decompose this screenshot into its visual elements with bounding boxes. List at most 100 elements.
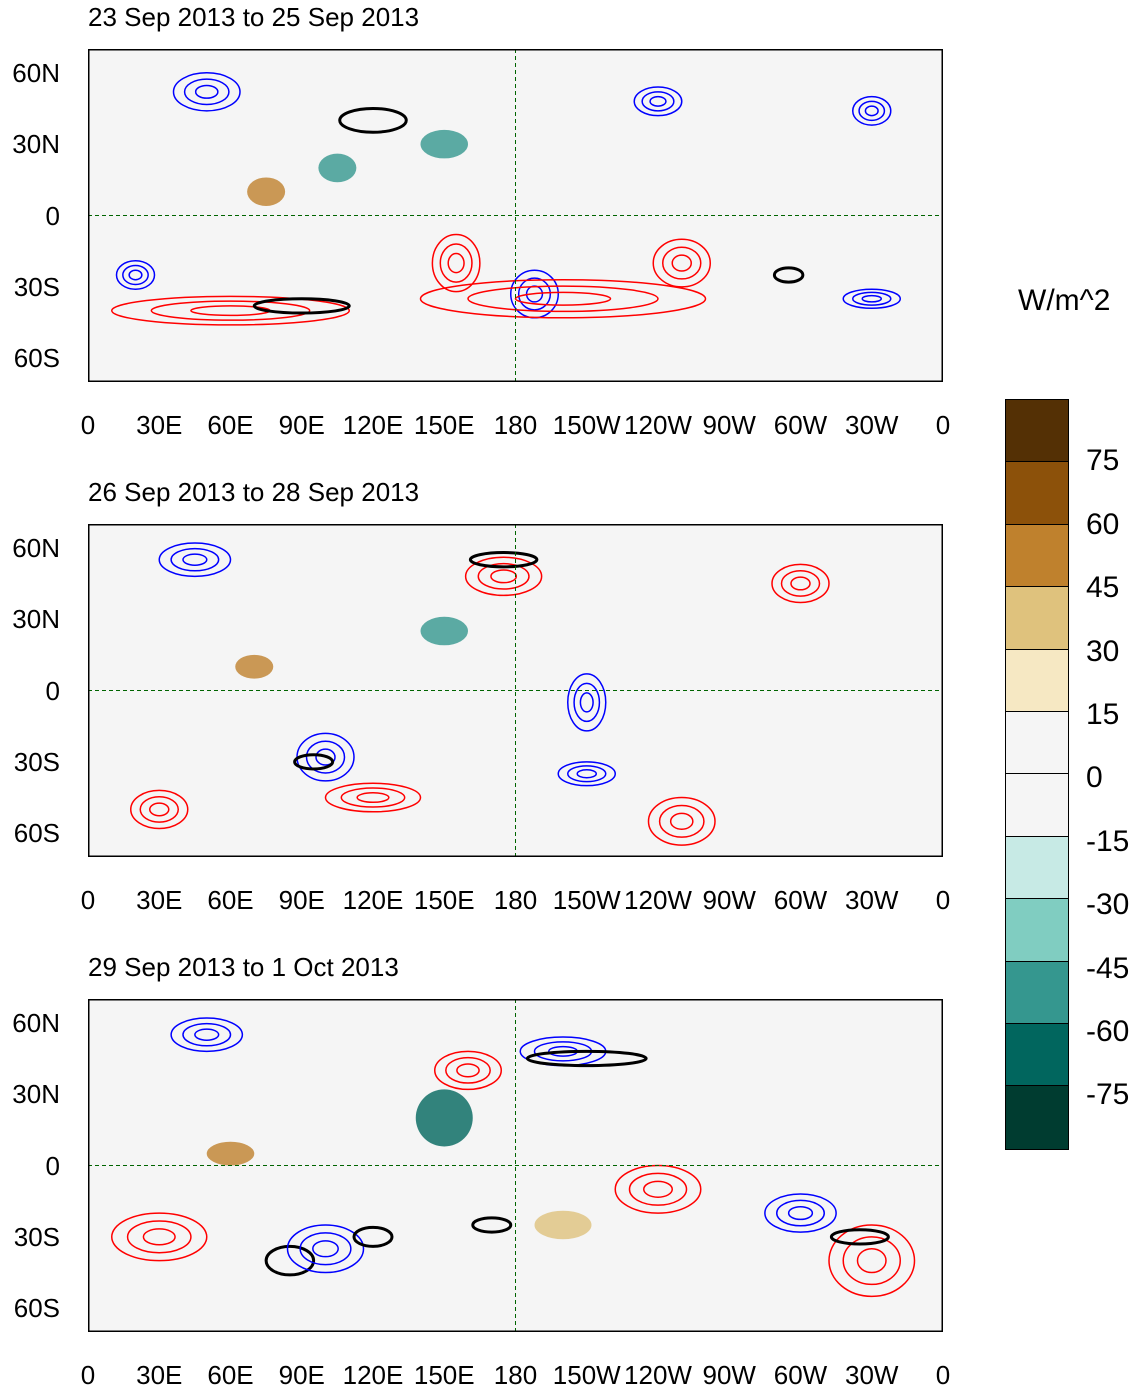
colorbar-box (1006, 462, 1068, 525)
lon-tick-label: 90W (702, 1360, 756, 1390)
panel-title: 26 Sep 2013 to 28 Sep 2013 (88, 477, 420, 507)
negative-contour (852, 95, 892, 126)
positive-contour (111, 1212, 208, 1262)
colorbar-label: 15 (1086, 698, 1120, 731)
negative-contour (852, 291, 892, 306)
positive-contour (669, 812, 694, 831)
negative-contour (567, 673, 607, 732)
shading-anomaly (235, 654, 274, 679)
colorbar-box (1006, 1086, 1068, 1149)
lat-tick-label: 60N (12, 57, 60, 88)
lon-tick-label: 0 (80, 1360, 96, 1390)
positive-contour (662, 246, 702, 280)
lat-tick-label: 30N (12, 1079, 60, 1110)
shading-anomaly (420, 129, 468, 159)
negative-contour (286, 1224, 365, 1274)
colorbar-box (1006, 711, 1068, 775)
significance-contour (264, 1244, 316, 1277)
positive-contour (643, 1180, 673, 1198)
shading-anomaly (318, 153, 357, 183)
colorbar-label: 75 (1086, 444, 1120, 478)
positive-contour (628, 1172, 688, 1206)
negative-contour (787, 1205, 814, 1221)
lon-tick-label: 180 (493, 885, 538, 915)
positive-contour (130, 789, 189, 830)
lat-tick-label: 30S (13, 1221, 60, 1252)
negative-contour (312, 1240, 339, 1258)
colorbar-box (1006, 524, 1068, 588)
positive-contour (431, 233, 481, 293)
positive-contour (149, 802, 170, 817)
lon-tick-label: 150E (413, 410, 475, 440)
colorbar-box (1006, 649, 1068, 712)
lon-tick-label: 0 (80, 885, 96, 915)
lat-tick-label: 60S (13, 343, 60, 374)
negative-contour (764, 1193, 837, 1233)
positive-contour (142, 1228, 176, 1246)
negative-contour (864, 105, 879, 117)
positive-contour (828, 1224, 916, 1298)
lon-tick-label: 60E (207, 410, 254, 440)
negative-contour (842, 288, 901, 310)
lon-tick-label: 30E (136, 885, 183, 915)
colorbar-box (1006, 836, 1068, 900)
significance-contour (252, 297, 351, 315)
colorbar-label: 0 (1086, 761, 1103, 795)
negative-contour (641, 91, 675, 112)
negative-contour (115, 259, 156, 290)
colorbar-label: -30 (1086, 888, 1130, 922)
negative-contour (128, 269, 143, 281)
colorbar-label: 60 (1086, 507, 1120, 541)
shading-anomaly (415, 1089, 473, 1147)
negative-contour (182, 1022, 232, 1047)
panel-title: 23 Sep 2013 to 25 Sep 2013 (88, 2, 420, 32)
lon-tick-label: 180 (493, 410, 538, 440)
map-panel-1 (88, 49, 943, 382)
negative-contour (649, 95, 667, 107)
colorbar-label: -15 (1086, 824, 1130, 858)
positive-contour (477, 562, 530, 590)
map-panel-2 (88, 524, 943, 857)
lon-tick-label: 0 (935, 1360, 951, 1390)
colorbar-box (1006, 961, 1068, 1024)
lon-tick-label: 120W (624, 885, 692, 915)
lon-tick-label: 30E (136, 410, 183, 440)
colorbar (1005, 399, 1069, 1150)
colorbar-box (1006, 1023, 1068, 1087)
colorbar-box (1006, 587, 1068, 650)
lon-tick-label: 120E (342, 410, 404, 440)
positive-contour (445, 1056, 491, 1084)
negative-contour (170, 1017, 244, 1053)
colorbar-label: 30 (1086, 634, 1120, 668)
significance-contour (525, 1049, 648, 1068)
lon-tick-label: 30W (845, 410, 899, 440)
lon-tick-label: 0 (935, 885, 951, 915)
positive-contour (671, 254, 692, 272)
shading-anomaly (534, 1210, 592, 1240)
negative-contour (861, 294, 882, 303)
colorbar-units: W/m^2 (1018, 284, 1111, 317)
positive-contour (419, 278, 707, 319)
significance-contour (352, 1225, 394, 1248)
negative-contour (305, 740, 346, 774)
lat-tick-label: 60N (12, 1007, 60, 1038)
shading-anomaly (206, 1141, 255, 1166)
positive-contour (652, 238, 711, 288)
lat-tick-label: 30N (12, 129, 60, 160)
map-panel-3 (88, 999, 943, 1332)
lon-tick-label: 60W (773, 1360, 828, 1390)
lon-tick-label: 90E (278, 1360, 325, 1390)
lon-tick-label: 30E (136, 1360, 183, 1390)
lon-tick-label: 30W (845, 885, 899, 915)
negative-contour (633, 86, 683, 117)
negative-contour (183, 78, 230, 106)
positive-contour (434, 1050, 502, 1091)
lon-tick-label: 60E (207, 1360, 254, 1390)
positive-contour (150, 300, 311, 321)
lon-tick-label: 60W (773, 410, 828, 440)
significance-contour (468, 551, 539, 569)
positive-contour (111, 295, 350, 326)
positive-contour (126, 1220, 192, 1254)
negative-contour (122, 264, 149, 286)
lat-tick-label: 30N (12, 604, 60, 635)
